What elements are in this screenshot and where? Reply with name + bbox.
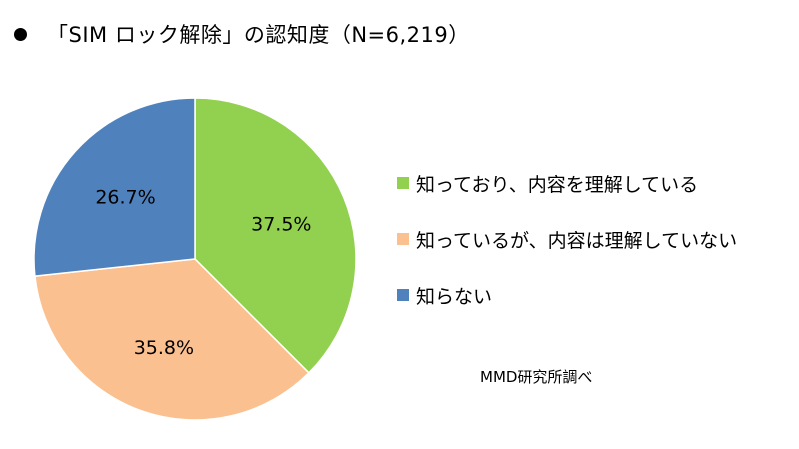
- legend-label-known-understood: 知っており、内容を理解している: [416, 173, 699, 196]
- bullet-dot-icon: [14, 27, 27, 41]
- pie-slice-known-understood: [194, 97, 357, 374]
- legend-label-unknown: 知らない: [416, 285, 493, 308]
- pie-data-label-unknown: 26.7%: [95, 187, 155, 209]
- legend-swatch-known-understood: [397, 177, 409, 189]
- legend-swatch-known-not-understood: [397, 233, 409, 245]
- pie-data-label-known-not-understood: 35.8%: [134, 337, 194, 359]
- pie-slice-known-not-understood: [34, 258, 310, 421]
- pie-slice-unknown: [33, 97, 196, 277]
- source-note: MMD研究所調べ: [480, 368, 593, 386]
- legend-label-known-not-understood: 知っているが、内容は理解していない: [416, 229, 738, 252]
- legend-item-known-understood: 知っており、内容を理解している: [397, 166, 737, 200]
- legend-item-unknown: 知らない: [397, 278, 737, 312]
- legend-swatch-unknown: [397, 289, 409, 301]
- pie-data-label-known-understood: 37.5%: [251, 213, 311, 235]
- chart-title-row: 「SIM ロック解除」の認知度（N=6,219）: [14, 18, 470, 50]
- chart-title: 「SIM ロック解除」の認知度（N=6,219）: [47, 23, 470, 47]
- legend-item-known-not-understood: 知っているが、内容は理解していない: [397, 222, 737, 256]
- chart-legend: 知っており、内容を理解している 知っているが、内容は理解していない 知らない: [397, 166, 737, 334]
